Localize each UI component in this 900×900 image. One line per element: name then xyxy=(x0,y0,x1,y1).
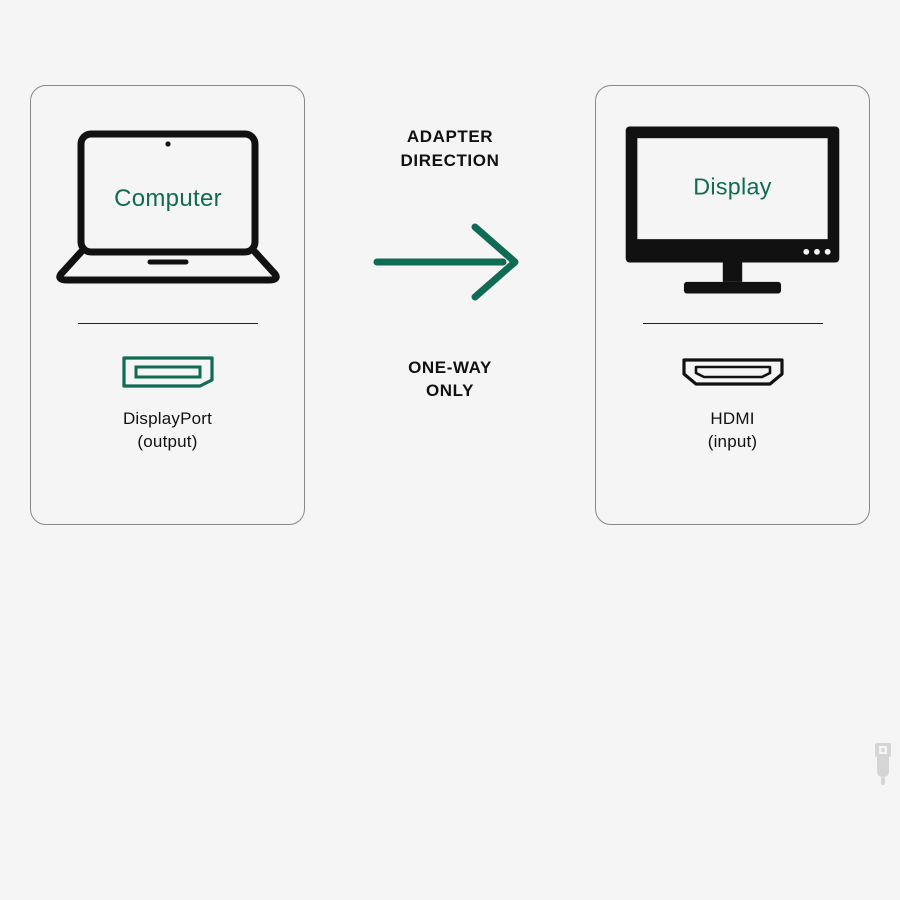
display-panel: Display HDMI (input) xyxy=(595,85,870,525)
computer-label: Computer xyxy=(114,185,222,212)
panel-divider xyxy=(78,323,258,324)
arrow-icon xyxy=(365,207,535,322)
display-port-name: HDMI xyxy=(710,409,754,428)
plug-watermark-icon xyxy=(868,741,898,790)
display-port-role: (input) xyxy=(708,432,758,451)
displayport-icon xyxy=(118,352,218,392)
adapter-direction-label: ADAPTER DIRECTION xyxy=(401,125,500,173)
direction-column: ADAPTER DIRECTION ONE-WAY ONLY xyxy=(305,85,595,525)
source-port-label: DisplayPort (output) xyxy=(123,408,212,454)
hdmi-icon xyxy=(678,352,788,392)
monitor-icon: Display xyxy=(616,111,849,311)
one-way-label: ONE-WAY ONLY xyxy=(408,356,492,404)
display-port-label: HDMI (input) xyxy=(708,408,758,454)
laptop-icon: Computer xyxy=(51,111,284,311)
source-port-role: (output) xyxy=(137,432,197,451)
source-panel: Computer DisplayPort (output) xyxy=(30,85,305,525)
adapter-direction-diagram: Computer DisplayPort (output) ADAP xyxy=(30,85,870,525)
panel-divider xyxy=(643,323,823,324)
display-label: Display xyxy=(693,173,771,199)
source-port-name: DisplayPort xyxy=(123,409,212,428)
